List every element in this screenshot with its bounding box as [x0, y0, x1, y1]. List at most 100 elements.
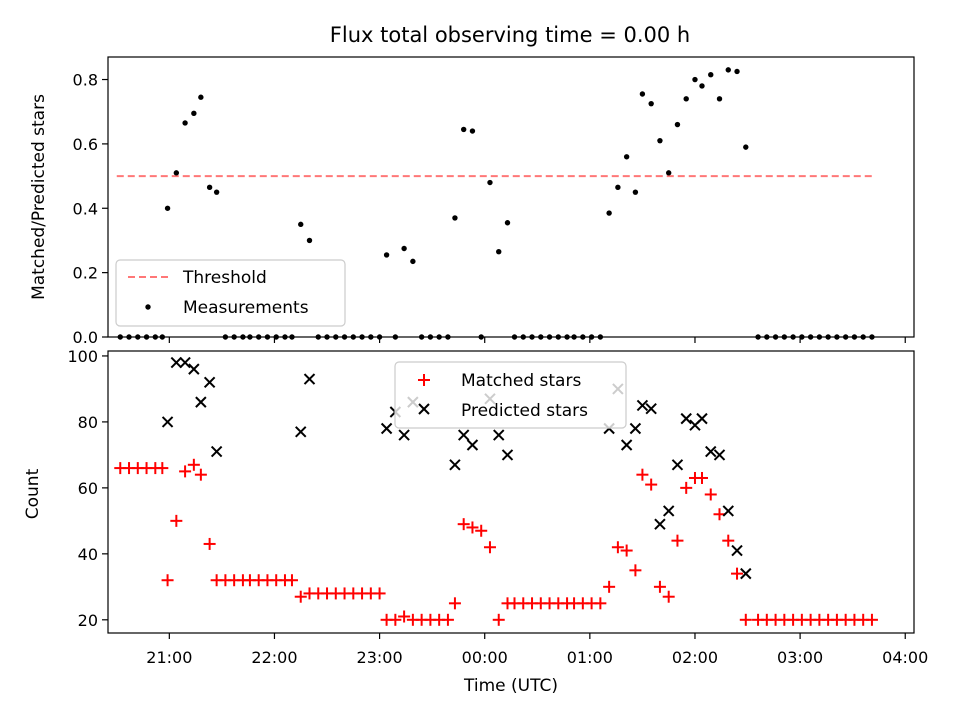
matched-point	[645, 478, 658, 491]
measurement-point	[487, 179, 493, 186]
measurement-point	[692, 76, 698, 83]
measurement-point	[173, 170, 180, 176]
matched-point	[466, 521, 479, 534]
matched-point	[179, 465, 192, 478]
y-tick-label: 0.0	[73, 328, 98, 347]
matched-point	[704, 488, 717, 501]
matched-point	[448, 597, 461, 610]
matched-point	[603, 580, 616, 593]
matched-point	[713, 508, 726, 521]
y-tick-label: 60	[78, 479, 98, 498]
predicted-point	[457, 429, 470, 441]
measurement-point	[725, 67, 731, 73]
predicted-point	[662, 505, 675, 517]
predicted-point	[722, 505, 734, 517]
x-tick-label: 23:00	[357, 648, 403, 667]
matched-point	[203, 537, 216, 550]
x-tick-label: 22:00	[251, 648, 297, 667]
legend-measurements-swatch	[145, 304, 151, 310]
legend-matched-swatch	[418, 374, 430, 386]
top-y-axis-label: Matched/Predicted stars	[29, 94, 49, 300]
predicted-point	[680, 412, 692, 425]
x-tick-label: 03:00	[777, 648, 823, 667]
predicted-point	[696, 412, 708, 425]
matched-point	[475, 524, 488, 537]
x-axis-label: Time (UTC)	[463, 676, 558, 696]
predicted-point	[188, 363, 200, 375]
measurement-point	[708, 72, 714, 78]
matched-point	[441, 613, 454, 626]
predicted-point	[170, 356, 183, 369]
matched-point	[492, 613, 505, 626]
measurement-point	[606, 210, 612, 216]
bottom-plot-area	[114, 356, 878, 626]
y-tick-label: 20	[78, 611, 98, 630]
matched-point	[611, 541, 624, 554]
predicted-point	[713, 449, 726, 461]
measurement-point	[401, 245, 407, 252]
bottom-axes-frame	[107, 350, 915, 634]
predicted-point	[295, 426, 307, 438]
measurement-point	[657, 137, 663, 144]
measurement-point	[615, 184, 621, 191]
matched-point	[636, 468, 649, 481]
predicted-point	[705, 445, 717, 458]
matched-point	[620, 544, 633, 557]
predicted-point	[645, 403, 657, 415]
matched-point	[483, 541, 496, 554]
measurement-point	[496, 249, 502, 255]
measurement-point	[410, 258, 416, 265]
legend-matched-label: Matched stars	[461, 371, 581, 391]
predicted-point	[731, 544, 743, 557]
matched-point	[653, 580, 666, 593]
measurement-point	[743, 144, 749, 150]
legend-predicted-swatch	[418, 403, 430, 415]
predicted-point	[654, 518, 666, 530]
y-tick-label: 100	[67, 347, 98, 366]
matched-point	[865, 613, 878, 626]
matched-point	[187, 458, 200, 471]
top-axes-frame	[107, 56, 915, 338]
measurement-point	[191, 110, 197, 117]
predicted-point	[493, 429, 505, 441]
y-tick-label: 0.6	[73, 135, 98, 154]
legend-measurements-label: Measurements	[183, 298, 309, 318]
top-panel: Flux total observing time = 0.00 h 0.00.…	[29, 23, 915, 347]
x-tick-label: 00:00	[462, 648, 508, 667]
bottom-legend: Matched stars Predicted stars	[394, 361, 627, 429]
predicted-point	[380, 422, 393, 435]
predicted-point	[210, 445, 223, 458]
measurement-point	[683, 96, 689, 102]
top-y-axis: 0.0 0.2 0.4 0.6 0.8	[73, 71, 108, 347]
measurement-point	[198, 94, 204, 100]
measurement-point	[734, 68, 740, 75]
matched-point	[680, 481, 693, 494]
measurement-point	[452, 215, 458, 221]
measurement-point	[504, 220, 511, 226]
matched-point	[161, 574, 174, 587]
predicted-point	[671, 459, 684, 471]
matched-point	[194, 468, 207, 481]
y-tick-label: 0.2	[73, 264, 98, 283]
matched-point	[671, 534, 684, 547]
matched-point	[389, 613, 402, 626]
bottom-x-axis: 21:00 22:00 23:00 00:00 01:00 02:00 03:00 04:00	[146, 633, 928, 667]
predicted-point	[203, 376, 216, 389]
measurement-point	[469, 128, 476, 134]
bottom-y-axis: 20 40 60 80 100	[67, 347, 108, 630]
y-tick-label: 0.4	[73, 199, 98, 218]
matched-point	[285, 574, 298, 587]
matched-point	[156, 462, 169, 475]
predicted-point	[629, 422, 642, 435]
predicted-point	[620, 439, 633, 451]
legend-threshold-label: Threshold	[182, 268, 267, 288]
top-legend: Threshold Measurements	[115, 259, 346, 327]
matched-point	[662, 590, 675, 603]
measurement-point	[182, 120, 188, 126]
x-tick-label: 01:00	[567, 648, 613, 667]
measurement-point	[306, 237, 313, 244]
matched-point	[398, 610, 411, 623]
predicted-point	[179, 356, 191, 369]
legend-predicted-label: Predicted stars	[461, 401, 588, 421]
matched-point	[722, 534, 735, 547]
